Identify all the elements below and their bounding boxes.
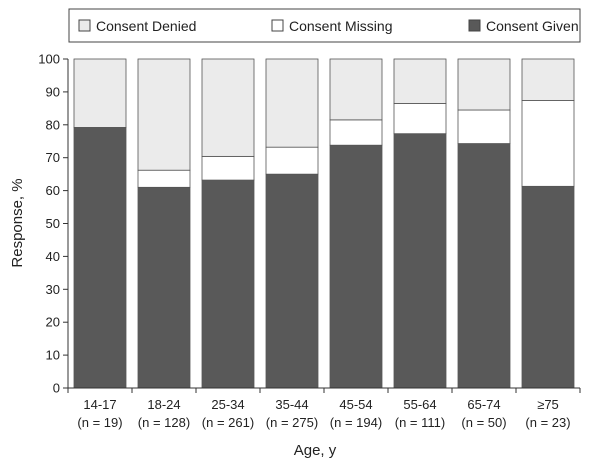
x-tick-label: 25-34 (211, 397, 244, 412)
x-tick-count-label: (n = 19) (77, 415, 122, 430)
x-tick-label: 55-64 (403, 397, 436, 412)
bar-consent-given-7 (457, 143, 511, 389)
bar-consent-missing-7 (457, 109, 511, 144)
bar-consent-given-5 (329, 144, 383, 389)
bar-consent-denied-4 (265, 58, 319, 148)
bar-consent-missing-2 (137, 169, 191, 188)
x-tick-label: 45-54 (339, 397, 372, 412)
bar-consent-denied-6 (393, 58, 447, 104)
y-tick-label: 70 (46, 150, 60, 165)
bar-consent-given-6 (393, 133, 447, 389)
y-tick-label: 40 (46, 249, 60, 264)
bar-consent-denied-5 (329, 58, 383, 121)
bar-consent-given-1 (73, 127, 127, 389)
y-axis-title: Response, % (9, 178, 26, 267)
legend-label-consent-missing: Consent Missing (289, 18, 393, 34)
y-tick-label: 90 (46, 84, 60, 99)
x-tick-count-label: (n = 111) (395, 415, 445, 430)
x-axis-title: Age, y (294, 442, 337, 459)
x-tick-label: 18-24 (147, 397, 180, 412)
bar-consent-denied-3 (201, 58, 255, 157)
legend-frame (68, 8, 581, 43)
x-tick-count-label: (n = 261) (202, 415, 254, 430)
bar-consent-missing-8 (521, 100, 575, 187)
y-tick-label: 10 (46, 348, 60, 363)
bar-consent-missing-5 (329, 119, 383, 146)
bars (73, 58, 575, 389)
y-tick-label: 80 (46, 117, 60, 132)
x-axis: 14-17 (n = 19) 18-24 (n = 128) 25-34 (n = 261… (67, 387, 581, 430)
bar-consent-denied-2 (137, 58, 191, 171)
legend-swatch-consent-denied (78, 19, 91, 32)
bar-consent-denied-8 (521, 58, 575, 101)
x-tick-count-label: (n = 128) (138, 415, 190, 430)
x-tick-count-label: (n = 23) (525, 415, 570, 430)
y-tick-label: 0 (53, 381, 60, 396)
legend-label-consent-denied: Consent Denied (96, 18, 196, 34)
x-tick-label: 65-74 (467, 397, 500, 412)
x-tick-count-label: (n = 50) (461, 415, 506, 430)
bar-consent-missing-4 (265, 146, 319, 175)
y-axis: 0 10 20 30 40 50 60 70 80 90 100 (38, 52, 69, 396)
x-tick-label: 35-44 (275, 397, 308, 412)
bar-consent-given-8 (521, 185, 575, 389)
legend: Consent Denied Consent Missing Consent Giv… (68, 8, 581, 43)
bar-consent-missing-6 (393, 103, 447, 135)
y-tick-label: 60 (46, 183, 60, 198)
legend-swatch-consent-missing (271, 19, 284, 32)
x-tick-label: 14-17 (83, 397, 116, 412)
bar-consent-given-2 (137, 186, 191, 389)
x-tick-count-label: (n = 275) (266, 415, 318, 430)
bar-consent-denied-7 (457, 58, 511, 111)
x-tick-label: ≥75 (537, 397, 559, 412)
legend-label-consent-given: Consent Given (486, 18, 579, 34)
bar-consent-given-4 (265, 173, 319, 389)
y-tick-label: 30 (46, 282, 60, 297)
x-tick-count-label: (n = 194) (330, 415, 382, 430)
legend-swatch-consent-given (468, 19, 481, 32)
bar-consent-denied-1 (73, 58, 127, 128)
bar-consent-missing-3 (201, 155, 255, 181)
y-tick-label: 100 (38, 52, 60, 67)
y-tick-label: 20 (46, 315, 60, 330)
y-tick-label: 50 (46, 216, 60, 231)
bar-consent-given-3 (201, 179, 255, 389)
